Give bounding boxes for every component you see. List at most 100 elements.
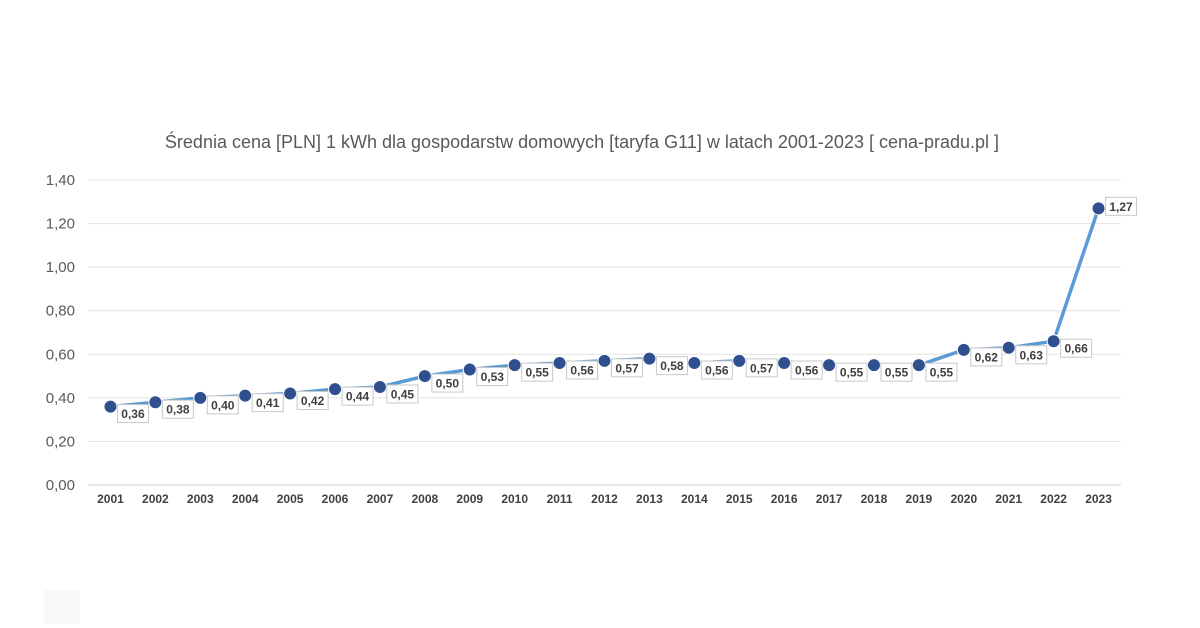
y-tick-label: 0,20 (46, 433, 75, 450)
data-label-box (835, 362, 868, 382)
data-point (193, 390, 208, 405)
data-label-text: 0,57 (750, 361, 774, 375)
data-label: 0,40 (206, 395, 239, 415)
x-tick-label: 2016 (771, 492, 798, 506)
x-tick-label: 2022 (1040, 492, 1067, 506)
data-label-text: 0,55 (525, 366, 549, 380)
data-label-box (880, 362, 913, 382)
data-label-text: 0,55 (930, 366, 954, 380)
data-label-text: 0,56 (795, 364, 819, 378)
data-point (911, 358, 926, 373)
data-label: 0,55 (835, 362, 868, 382)
data-point (866, 358, 881, 373)
y-tick-label: 0,00 (46, 477, 75, 494)
data-label-text: 0,56 (570, 364, 594, 378)
data-label-text: 0,56 (705, 364, 729, 378)
data-label-box (970, 347, 1003, 367)
data-label: 0,42 (296, 391, 329, 410)
data-point (552, 356, 567, 370)
data-labels: 0,36 0,38 0,40 0,41 0,42 0,44 0,45 0,50 0,53 0,55… (116, 196, 1138, 424)
x-tick-label: 2008 (411, 492, 438, 506)
data-label: 0,53 (476, 367, 509, 387)
x-tick-label: 2020 (950, 492, 977, 506)
x-tick-label: 2013 (636, 492, 663, 506)
corner-decoration (44, 590, 80, 624)
data-label-box (296, 391, 329, 410)
y-tick-label: 0,60 (46, 346, 75, 363)
data-label-box (655, 356, 688, 376)
data-point (462, 362, 477, 377)
data-label: 0,45 (386, 384, 419, 404)
data-label-box (700, 360, 733, 380)
data-label-box (1015, 345, 1048, 365)
data-label-text: 0,50 (436, 377, 460, 391)
data-label: 0,56 (700, 360, 733, 380)
y-tick-label: 1,20 (46, 216, 75, 233)
data-label-text: 0,63 (1020, 348, 1044, 362)
y-tick-label: 0,80 (46, 303, 75, 320)
data-label-text: 0,66 (1064, 342, 1088, 356)
x-tick-label: 2017 (816, 492, 843, 506)
x-tick-label: 2018 (861, 492, 888, 506)
x-tick-label: 2011 (547, 492, 573, 506)
x-tick-label: 2021 (995, 492, 1022, 506)
data-label: 0,44 (341, 386, 374, 406)
data-label-text: 0,36 (121, 407, 145, 421)
data-label: 0,38 (161, 399, 194, 419)
data-label-box (161, 399, 194, 419)
x-tick-label: 2010 (501, 492, 528, 506)
data-label: 0,63 (1015, 345, 1048, 365)
data-label-box (116, 404, 149, 424)
x-tick-label: 2005 (277, 492, 304, 506)
x-tick-label: 2004 (232, 492, 259, 506)
x-tick-label: 2001 (97, 492, 124, 506)
data-point (328, 382, 343, 397)
chart-title: Średnia cena [PLN] 1 kWh dla gospodarstw… (165, 131, 999, 152)
data-point (1046, 334, 1061, 349)
y-tick-label: 0,40 (46, 390, 75, 407)
data-label-box (1060, 338, 1093, 358)
x-tick-label: 2002 (142, 492, 169, 506)
x-tick-label: 2007 (367, 492, 394, 506)
y-tick-label: 1,40 (46, 172, 75, 189)
data-point (732, 353, 747, 368)
data-point (417, 369, 432, 384)
data-point (822, 358, 837, 373)
data-label: 0,58 (655, 356, 688, 376)
x-tick-label: 2006 (322, 492, 349, 506)
data-label-box (341, 386, 374, 406)
x-tick-label: 2003 (187, 492, 214, 506)
data-point (372, 379, 387, 394)
x-tick-label: 2014 (681, 492, 708, 506)
data-label-text: 0,42 (301, 394, 325, 408)
data-point (1091, 201, 1106, 216)
data-point (642, 351, 657, 366)
data-label: 0,57 (611, 358, 643, 378)
data-label-box (1105, 196, 1138, 216)
data-label: 0,66 (1060, 338, 1093, 358)
data-label-text: 0,41 (256, 396, 280, 410)
data-label-text: 0,57 (615, 361, 639, 375)
data-point (687, 356, 702, 370)
data-label-box (745, 358, 778, 378)
y-tick-label: 1,00 (46, 259, 75, 276)
data-point (103, 399, 118, 414)
data-label-text: 0,53 (481, 370, 505, 384)
data-label-text: 0,55 (885, 366, 909, 380)
data-label: 0,57 (745, 358, 778, 378)
data-label-box (206, 395, 239, 415)
data-label-box (790, 360, 823, 380)
data-point (148, 395, 163, 410)
data-point (283, 386, 298, 401)
data-label-box (386, 384, 419, 404)
data-label-text: 1,27 (1109, 200, 1133, 214)
data-label-box (521, 362, 554, 382)
data-label-text: 0,62 (975, 350, 999, 364)
x-axis-ticks: 2001 2002 2003 2004 2005 2006 2007 2008 2009 2010… (97, 492, 1112, 506)
data-label: 1,27 (1105, 196, 1138, 216)
data-label-text: 0,45 (391, 387, 415, 401)
data-point (1001, 340, 1016, 355)
data-label-box (431, 373, 464, 393)
